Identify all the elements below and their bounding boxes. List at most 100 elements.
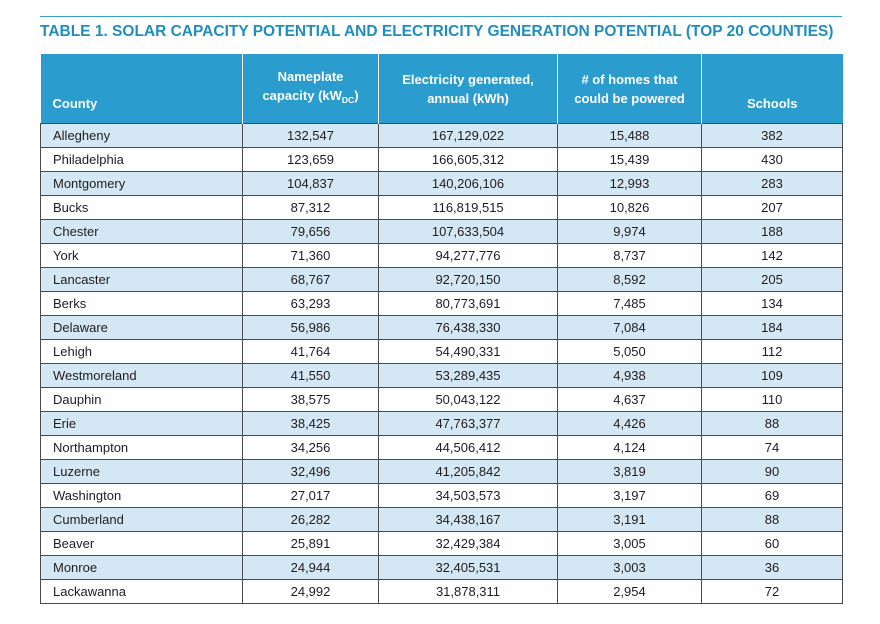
cell-county: Allegheny (40, 123, 243, 148)
cell-capacity: 41,764 (242, 339, 379, 364)
cell-capacity: 79,656 (242, 219, 379, 244)
cell-schools: 134 (701, 291, 843, 316)
header-capacity: Nameplate capacity (kWDC) (242, 54, 379, 124)
cell-capacity: 24,944 (242, 555, 379, 580)
cell-electricity: 116,819,515 (378, 195, 558, 220)
cell-electricity: 53,289,435 (378, 363, 558, 388)
cell-schools: 382 (701, 123, 843, 148)
cell-schools: 112 (701, 339, 843, 364)
table-row: Beaver 25,891 32,429,384 3,005 60 (40, 531, 843, 556)
cell-homes: 7,084 (557, 315, 702, 340)
cell-county: Westmoreland (40, 363, 243, 388)
table-row: Berks 63,293 80,773,691 7,485 134 (40, 291, 843, 316)
cell-electricity: 34,438,167 (378, 507, 558, 532)
cell-electricity: 54,490,331 (378, 339, 558, 364)
cell-electricity: 44,506,412 (378, 435, 558, 460)
cell-homes: 3,003 (557, 555, 702, 580)
cell-homes: 8,737 (557, 243, 702, 268)
cell-electricity: 47,763,377 (378, 411, 558, 436)
cell-capacity: 68,767 (242, 267, 379, 292)
cell-capacity: 27,017 (242, 483, 379, 508)
table-row: Delaware 56,986 76,438,330 7,084 184 (40, 315, 843, 340)
cell-homes: 10,826 (557, 195, 702, 220)
cell-homes: 3,819 (557, 459, 702, 484)
cell-homes: 3,197 (557, 483, 702, 508)
cell-homes: 15,488 (557, 123, 702, 148)
top-rule (40, 16, 842, 17)
cell-county: Berks (40, 291, 243, 316)
table-row: Dauphin 38,575 50,043,122 4,637 110 (40, 387, 843, 412)
cell-schools: 90 (701, 459, 843, 484)
header-row: County Nameplate capacity (kWDC) Electri… (40, 54, 843, 124)
cell-homes: 3,005 (557, 531, 702, 556)
cell-homes: 7,485 (557, 291, 702, 316)
cell-electricity: 140,206,106 (378, 171, 558, 196)
table-row: Erie 38,425 47,763,377 4,426 88 (40, 411, 843, 436)
table-row: Monroe 24,944 32,405,531 3,003 36 (40, 555, 843, 580)
header-homes-line1: # of homes that (581, 71, 678, 87)
cell-capacity: 26,282 (242, 507, 379, 532)
table-row: Westmoreland 41,550 53,289,435 4,938 109 (40, 363, 843, 388)
cell-county: Cumberland (40, 507, 243, 532)
cell-capacity: 41,550 (242, 363, 379, 388)
cell-county: Lancaster (40, 267, 243, 292)
cell-capacity: 32,496 (242, 459, 379, 484)
cell-schools: 205 (701, 267, 843, 292)
table-row: Cumberland 26,282 34,438,167 3,191 88 (40, 507, 843, 532)
cell-capacity: 38,425 (242, 411, 379, 436)
cell-schools: 184 (701, 315, 843, 340)
cell-electricity: 107,633,504 (378, 219, 558, 244)
header-homes-line2: could be powered (574, 90, 685, 106)
cell-county: Lackawanna (40, 579, 243, 604)
table-row: Luzerne 32,496 41,205,842 3,819 90 (40, 459, 843, 484)
cell-capacity: 71,360 (242, 243, 379, 268)
cell-schools: 188 (701, 219, 843, 244)
header-electricity-line2: annual (kWh) (427, 90, 509, 106)
cell-homes: 4,426 (557, 411, 702, 436)
cell-capacity: 24,992 (242, 579, 379, 604)
cell-schools: 283 (701, 171, 843, 196)
table-row: Lancaster 68,767 92,720,150 8,592 205 (40, 267, 843, 292)
cell-electricity: 34,503,573 (378, 483, 558, 508)
cell-homes: 12,993 (557, 171, 702, 196)
cell-electricity: 31,878,311 (378, 579, 558, 604)
solar-potential-table: County Nameplate capacity (kWDC) Electri… (40, 54, 843, 604)
cell-homes: 15,439 (557, 147, 702, 172)
header-county: County (40, 54, 243, 124)
cell-schools: 72 (701, 579, 843, 604)
table-row: Bucks 87,312 116,819,515 10,826 207 (40, 195, 843, 220)
cell-electricity: 32,405,531 (378, 555, 558, 580)
cell-county: Luzerne (40, 459, 243, 484)
cell-capacity: 87,312 (242, 195, 379, 220)
cell-electricity: 76,438,330 (378, 315, 558, 340)
cell-electricity: 50,043,122 (378, 387, 558, 412)
cell-schools: 69 (701, 483, 843, 508)
cell-county: Monroe (40, 555, 243, 580)
table-body: Allegheny 132,547 167,129,022 15,488 382 Phil… (40, 123, 843, 604)
header-capacity-subscript: DC (341, 95, 355, 105)
cell-county: Beaver (40, 531, 243, 556)
cell-schools: 60 (701, 531, 843, 556)
cell-county: Northampton (40, 435, 243, 460)
cell-county: York (40, 243, 243, 268)
cell-homes: 9,974 (557, 219, 702, 244)
cell-electricity: 167,129,022 (378, 123, 558, 148)
table-row: Philadelphia 123,659 166,605,312 15,439 430 (40, 147, 843, 172)
table-row: Lehigh 41,764 54,490,331 5,050 112 (40, 339, 843, 364)
header-capacity-line1: Nameplate (277, 69, 344, 84)
cell-county: Dauphin (40, 387, 243, 412)
table-row: York 71,360 94,277,776 8,737 142 (40, 243, 843, 268)
cell-electricity: 32,429,384 (378, 531, 558, 556)
cell-capacity: 56,986 (242, 315, 379, 340)
cell-county: Washington (40, 483, 243, 508)
cell-capacity: 34,256 (242, 435, 379, 460)
cell-homes: 5,050 (557, 339, 702, 364)
header-schools: Schools (701, 54, 843, 124)
cell-homes: 4,637 (557, 387, 702, 412)
table-row: Montgomery 104,837 140,206,106 12,993 283 (40, 171, 843, 196)
table-row: Northampton 34,256 44,506,412 4,124 74 (40, 435, 843, 460)
cell-capacity: 123,659 (242, 147, 379, 172)
cell-schools: 207 (701, 195, 843, 220)
cell-electricity: 41,205,842 (378, 459, 558, 484)
cell-homes: 2,954 (557, 579, 702, 604)
